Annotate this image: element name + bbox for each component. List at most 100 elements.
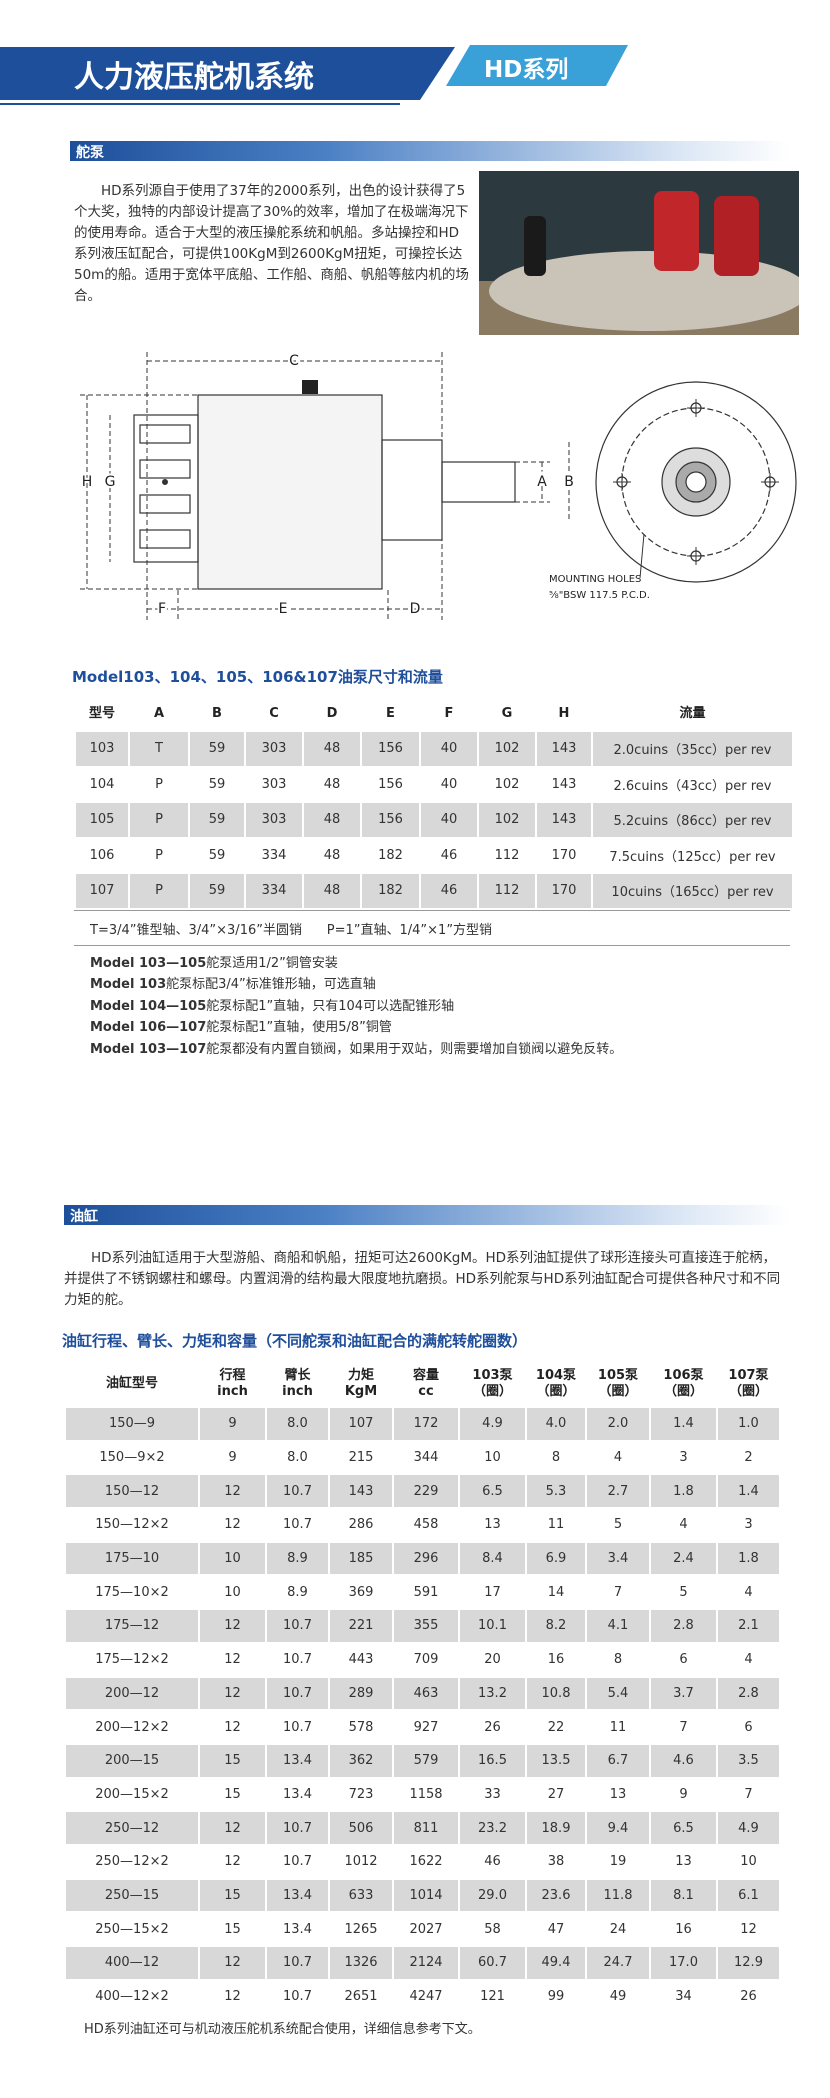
pump-body [197,394,383,590]
column-header: 流量 [591,696,794,732]
page-title: 人力液压舵机系统 [74,60,314,95]
header-line: （圈） [598,1384,638,1399]
table-cell: 10.7 [265,1709,330,1745]
table-row: 200—12 12 10.7 289 463 13.2 10.8 5.4 3.7 2.8 [64,1675,781,1712]
table-cell: 6.9 [525,1540,587,1577]
header-banner [0,45,628,105]
header-line: KgM [344,1384,378,1399]
table-cell: 27 [525,1776,587,1813]
table-cell: 156 [360,730,421,768]
table-cell: 1.0 [716,1406,781,1442]
table-cell: 4 [585,1439,651,1476]
table-cell: 143 [535,730,593,768]
table-cell: 4.6 [649,1742,718,1779]
table-cell: 2.8 [649,1608,718,1644]
model-name: Model 104—105 [90,998,207,1014]
table-cell: 215 [328,1439,394,1476]
table-cell: 7 [585,1574,651,1611]
table-cell: 12 [198,1675,267,1712]
table-cell: 8.4 [458,1540,527,1577]
table-cell: 16 [525,1641,587,1678]
model-note-text: 舵泵标配1”直轴，只有104可以选配锥形轴 [206,998,455,1014]
table-cell: 17 [458,1574,527,1611]
table-row: 175—12×2 12 10.7 443 709 20 16 8 6 4 [64,1641,781,1678]
table-cell: 46 [419,872,479,910]
table-cell: 12 [716,1911,781,1947]
table-row: 250—12 12 10.7 506 811 23.2 18.9 9.4 6.5 4.9 [64,1810,781,1846]
table-cell: 12 [198,1843,267,1880]
table-cell: 24 [585,1911,651,1947]
table-cell: 229 [392,1473,460,1510]
table-cell: 12 [198,1608,267,1644]
column-header: G [477,696,537,732]
table-cell: 49 [585,1978,651,2015]
table-cell: 200—15×2 [64,1776,200,1813]
pump-flange [133,414,199,563]
pump-section-bar: 舵泵 [70,141,790,161]
table-cell: P [128,836,190,874]
column-header: C [244,696,304,732]
table-cell: 16.5 [458,1742,527,1779]
table-cell: 334 [244,872,304,910]
table-cell: 121 [458,1978,527,2015]
table-cell: 2651 [328,1978,394,2015]
table-cell: 3.7 [649,1675,718,1712]
table-row: 150—12 12 10.7 143 229 6.5 5.3 2.7 1.8 1.4 [64,1473,781,1510]
table-cell: 112 [477,836,537,874]
dimension-label: D [410,601,421,617]
table-cell: 48 [302,872,362,910]
table-cell: 8.9 [265,1540,330,1577]
table-cell: 8.9 [265,1574,330,1611]
table-cell: 15 [198,1877,267,1914]
table-cell: 40 [419,730,479,768]
column-header: B [188,696,246,732]
table-cell: 9 [198,1439,267,1476]
header-line: 行程 [219,1368,246,1383]
leader [639,533,645,579]
table-cell: 107 [328,1406,394,1442]
table-cell: 13.2 [458,1675,527,1712]
table-cell: 23.2 [458,1810,527,1846]
column-header: 104泵 （圈） [525,1360,587,1408]
table-cell: 289 [328,1675,394,1712]
table-cell: 5 [649,1574,718,1611]
table-cell: 2.6cuins（43cc）per rev [591,765,794,803]
table-cell: 7 [716,1776,781,1813]
table-cell: 99 [525,1978,587,2015]
table-row: 105 P 59 303 48 156 40 102 143 5.2cuins（86cc）per … [74,801,794,839]
table-cell: 1014 [392,1877,460,1914]
column-header: 103泵 （圈） [458,1360,527,1408]
table-cell: 1622 [392,1843,460,1880]
table-cell: 143 [535,765,593,803]
table-cell: 12.9 [716,1945,781,1981]
table-cell: 10.7 [265,1473,330,1510]
table-cell: 60.7 [458,1945,527,1981]
table-cell: 633 [328,1877,394,1914]
table-cell: 3.5 [716,1742,781,1779]
table-cell: 1265 [328,1911,394,1947]
table-cell: 24.7 [585,1945,651,1981]
header-row: 油缸型号 行程 inch 臂长 inch 力矩 KgM 容量 cc 103泵 （圈） 104泵 （圈） 1… [64,1360,781,1408]
column-header: 型号 [74,696,130,732]
table-cell: 10.7 [265,1507,330,1543]
model-note-text: 舵泵都没有内置自锁阀，如果用于双站，则需要增加自锁阀以避免反转。 [206,1041,623,1057]
header-line: 104泵 [535,1368,577,1383]
table-cell: 40 [419,765,479,803]
column-header: E [360,696,421,732]
table-cell: 4 [716,1574,781,1611]
table-cell: 48 [302,801,362,839]
header-line: （圈） [536,1384,576,1399]
table-cell: P [128,801,190,839]
table-cell: 13 [458,1507,527,1543]
cylinder-table-title: 油缸行程、臂长、力矩和容量（不同舵泵和油缸配合的满舵转舵圈数） [62,1332,528,1350]
table-cell: 458 [392,1507,460,1543]
table-cell: 2.1 [716,1608,781,1644]
table-cell: 369 [328,1574,394,1611]
table-cell: 927 [392,1709,460,1745]
pump-table-separator [74,910,790,911]
table-cell: 59 [188,836,246,874]
mounting-note: MOUNTING HOLES [549,574,641,585]
section-heading: 油缸 [70,1209,98,1225]
table-row: 200—15×2 15 13.4 723 1158 33 27 13 9 7 [64,1776,781,1813]
table-cell: 811 [392,1810,460,1846]
